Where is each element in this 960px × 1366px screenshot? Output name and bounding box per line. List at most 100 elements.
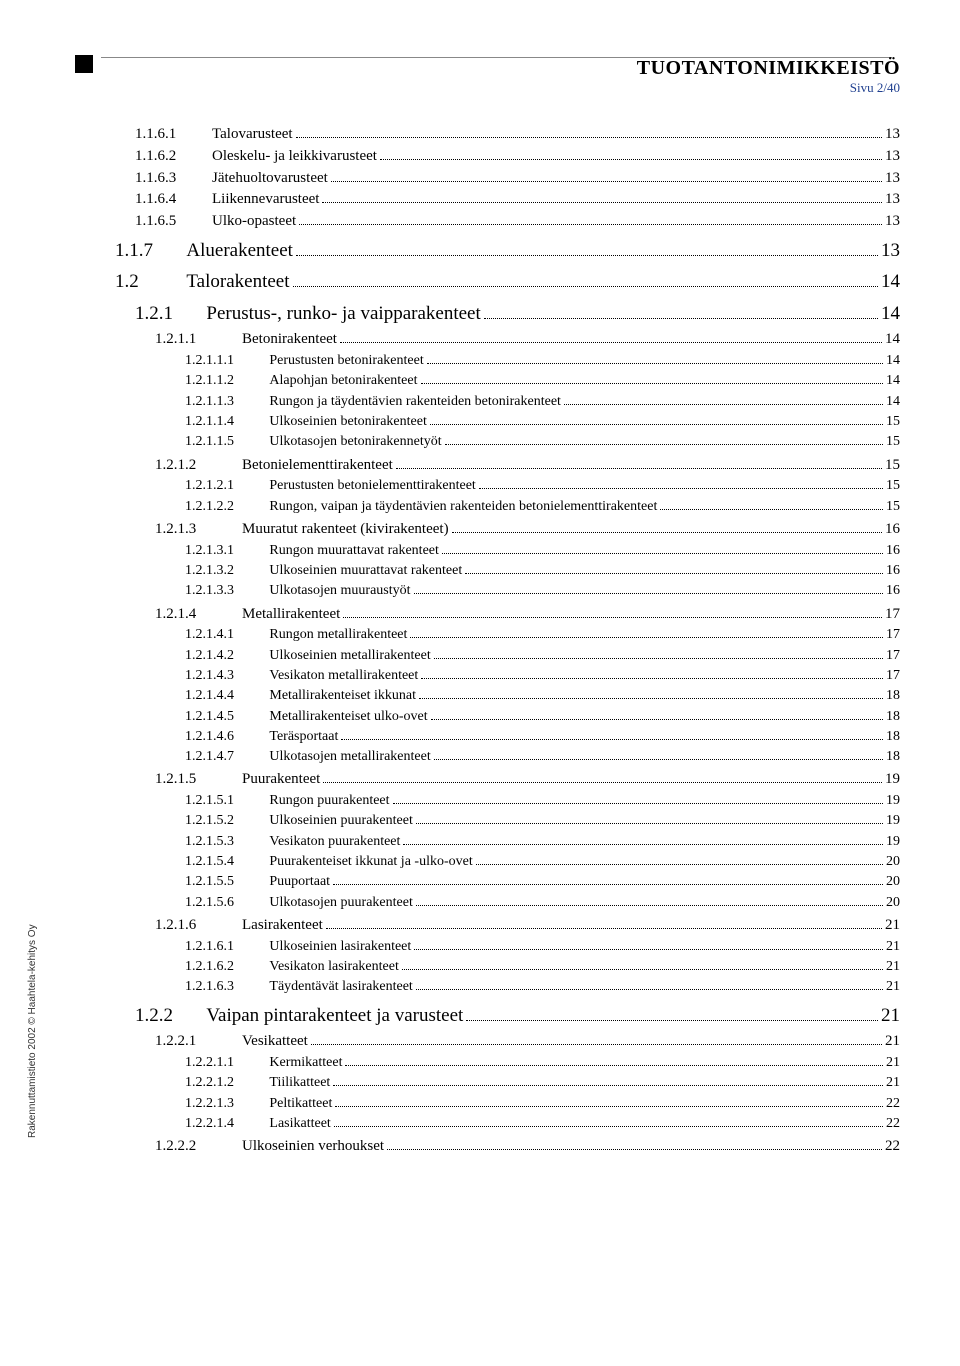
toc-row: 1.2.1.4.6Teräsportaat18: [185, 727, 900, 747]
toc-number: 1.2.2: [135, 1002, 195, 1030]
toc-number: 1.2.1.3.1: [185, 541, 261, 561]
toc-page-number: 20: [886, 893, 900, 913]
toc-row: 1.2.1.4.2Ulkoseinien metallirakenteet17: [185, 646, 900, 666]
toc-page-number: 21: [885, 1031, 900, 1053]
toc-row: 1.1.6.3Jätehuoltovarusteet13: [135, 168, 900, 190]
toc-leader-dots: [296, 137, 882, 138]
toc-row: 1.2.1.6.1 Ulkoseinien lasirakenteet 21: [185, 937, 900, 957]
toc-page-number: 21: [886, 937, 900, 957]
toc-number: 1.2.1.4.7: [185, 747, 261, 767]
toc-label: Ulkotasojen metallirakenteet: [269, 747, 430, 767]
toc-number: 1.2.1.4.2: [185, 646, 261, 666]
toc-label: Ulkoseinien lasirakenteet: [269, 937, 411, 957]
toc-row: 1.2.2.1.4Lasikatteet22: [185, 1114, 900, 1134]
toc-page-number: 13: [885, 124, 900, 146]
toc-leader-dots: [410, 637, 883, 638]
toc-label: Alapohjan betonirakenteet: [269, 371, 417, 391]
toc-number: 1.2.1.5.4: [185, 852, 261, 872]
toc-page-number: 21: [886, 977, 900, 997]
toc-row: 1.2.1.1.4Ulkoseinien betonirakenteet15: [185, 412, 900, 432]
toc-label: Aluerakenteet: [186, 237, 293, 265]
toc-number: 1.2.1.4.4: [185, 686, 261, 706]
toc-leader-dots: [334, 1126, 883, 1127]
toc-row: 1.2.1.5.1Rungon puurakenteet19: [185, 791, 900, 811]
toc-page-number: 14: [886, 371, 900, 391]
toc-number: 1.2.1.5.5: [185, 872, 261, 892]
toc-row: 1.2.2.2Ulkoseinien verhoukset22: [155, 1136, 900, 1158]
toc-number: 1.2.1.4.1: [185, 625, 261, 645]
toc-leader-dots: [387, 1149, 882, 1150]
toc-label: Vaipan pintarakenteet ja varusteet: [206, 1002, 463, 1030]
toc-page-number: 21: [886, 957, 900, 977]
toc-label: Vesikaton lasirakenteet: [269, 957, 398, 977]
toc-number: 1.2.1.5.6: [185, 893, 261, 913]
toc-row: 1.2.2.1.3Peltikatteet22: [185, 1094, 900, 1114]
toc-page-number: 15: [886, 432, 900, 452]
toc-row: 1.2.1.5.3Vesikaton puurakenteet19: [185, 832, 900, 852]
toc-leader-dots: [343, 617, 882, 618]
toc-row: 1.1.6.1Talovarusteet13: [135, 124, 900, 146]
toc-label: Teräsportaat: [269, 727, 338, 747]
toc-label: Vesikatteet: [242, 1031, 308, 1053]
toc-row: 1.2.1.1.2 Alapohjan betonirakenteet 14: [185, 371, 900, 391]
toc-row: 1.1.7Aluerakenteet13: [115, 237, 900, 265]
toc-page-number: 21: [886, 1073, 900, 1093]
toc-row: 1.2.1.3.2 Ulkoseinien muurattavat rakente…: [185, 561, 900, 581]
toc-leader-dots: [402, 969, 883, 970]
toc-label: Betonielementtirakenteet: [242, 455, 393, 477]
toc-number: 1.2.1.1.3: [185, 392, 261, 412]
toc-leader-dots: [333, 1085, 883, 1086]
toc-label: Kermikatteet: [269, 1053, 342, 1073]
toc-page-number: 14: [885, 329, 900, 351]
toc-leader-dots: [465, 573, 883, 574]
toc-label: Rungon puurakenteet: [269, 791, 389, 811]
toc-label: Rungon metallirakenteet: [269, 625, 407, 645]
toc-leader-dots: [380, 159, 882, 160]
toc-leader-dots: [660, 509, 883, 510]
toc-number: 1.1.6.5: [135, 211, 203, 233]
toc-label: Ulkoseinien puurakenteet: [269, 811, 412, 831]
toc-leader-dots: [442, 553, 883, 554]
toc-label: Metallirakenteiset ulko-ovet: [269, 707, 427, 727]
toc-number: 1.2.1.6.2: [185, 957, 261, 977]
toc-row: 1.2.1.5.4Puurakenteiset ikkunat ja -ulko…: [185, 852, 900, 872]
toc-leader-dots: [416, 989, 883, 990]
toc-label: Lasirakenteet: [242, 915, 323, 937]
header-right: TUOTANTONIMIKKEISTÖ Sivu 2/40: [75, 57, 900, 96]
toc-page-number: 19: [886, 791, 900, 811]
toc-label: Ulkoseinien muurattavat rakenteet: [269, 561, 462, 581]
toc-number: 1.2.1.2.2: [185, 497, 261, 517]
toc-label: Vesikaton metallirakenteet: [269, 666, 418, 686]
toc-page-number: 18: [886, 727, 900, 747]
toc-label: Puurakenteet: [242, 769, 320, 791]
toc-number: 1.2.1.2.1: [185, 476, 261, 496]
toc-number: 1.1.6.4: [135, 189, 203, 211]
toc-row: 1.2.1.1.5Ulkotasojen betonirakennetyöt15: [185, 432, 900, 452]
toc-page-number: 14: [886, 392, 900, 412]
toc-label: Talovarusteet: [212, 124, 293, 146]
toc-page-number: 22: [885, 1136, 900, 1158]
toc-number: 1.2.1.1.2: [185, 371, 261, 391]
toc-row: 1.1.6.4Liikennevarusteet13: [135, 189, 900, 211]
toc-label: Puuportaat: [269, 872, 330, 892]
toc-label: Perustus-, runko- ja vaipparakenteet: [206, 300, 480, 328]
toc-number: 1.2.1.6.1: [185, 937, 261, 957]
toc-row: 1.2.1.4.7Ulkotasojen metallirakenteet18: [185, 747, 900, 767]
toc-leader-dots: [396, 468, 882, 469]
toc-number: 1.2.1.1.4: [185, 412, 261, 432]
toc-row: 1.2.2.1.1Kermikatteet21: [185, 1053, 900, 1073]
toc-page-number: 16: [886, 561, 900, 581]
toc-label: Jätehuoltovarusteet: [212, 168, 328, 190]
toc-leader-dots: [331, 181, 882, 182]
toc-leader-dots: [414, 949, 883, 950]
toc-page-number: 13: [885, 168, 900, 190]
toc-row: 1.2.1.4.1Rungon metallirakenteet17: [185, 625, 900, 645]
toc-page-number: 15: [886, 476, 900, 496]
toc-leader-dots: [430, 424, 883, 425]
toc-number: 1.2.1.3.2: [185, 561, 261, 581]
toc-leader-dots: [299, 224, 882, 225]
toc-page-number: 18: [886, 686, 900, 706]
toc-label: Ulko-opasteet: [212, 211, 296, 233]
toc-leader-dots: [333, 884, 883, 885]
toc-label: Rungon muurattavat rakenteet: [269, 541, 439, 561]
